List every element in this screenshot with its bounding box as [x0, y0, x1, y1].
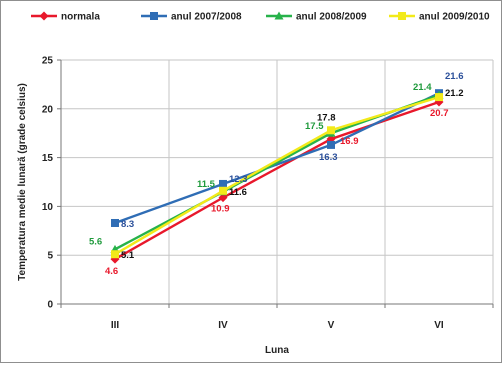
x-axis-ticks: III IV V VI — [111, 320, 444, 331]
legend-swatch-marker — [150, 12, 158, 20]
y-tick-label: 5 — [47, 251, 53, 262]
data-point-marker — [111, 218, 119, 227]
y-axis-ticks: 0 5 10 15 20 25 — [42, 56, 54, 311]
series-line-2 — [114, 92, 440, 225]
data-point-marker — [219, 179, 227, 188]
legend-item: anul 2008/2009 — [266, 11, 367, 23]
data-label: 21.4 — [413, 82, 432, 93]
data-label: 8.3 — [121, 219, 134, 230]
data-label: 16.3 — [319, 152, 338, 163]
series-markers — [110, 89, 444, 264]
data-label: 17.5 — [305, 121, 324, 132]
legend-item: anul 2009/2010 — [389, 12, 490, 23]
x-tick-label: IV — [218, 320, 228, 331]
series-line-4 — [114, 95, 440, 256]
legend-item: anul 2007/2008 — [141, 12, 242, 23]
legend-label: normala — [61, 12, 100, 23]
x-tick-label: V — [328, 320, 335, 331]
data-label: 21.2 — [445, 88, 464, 99]
data-label: 5.6 — [89, 236, 102, 247]
legend-swatch-marker — [39, 11, 49, 21]
data-label: 20.7 — [430, 108, 449, 119]
data-label: 4.6 — [105, 266, 118, 277]
data-label: 12.3 — [229, 174, 248, 185]
data-label: 16.9 — [340, 136, 359, 147]
data-labels: 4.6 10.9 16.9 20.7 8.3 12.3 16.3 21.6 5.6 11.5 17.… — [89, 71, 464, 277]
y-tick-label: 20 — [42, 104, 54, 115]
series-line-1 — [114, 100, 440, 261]
legend-item: normala — [31, 11, 100, 23]
x-tick-label: III — [111, 320, 120, 331]
data-point-marker — [327, 126, 335, 135]
data-point-marker — [435, 93, 443, 102]
x-axis-title: Luna — [265, 345, 289, 356]
data-label: 11.5 — [197, 179, 216, 190]
data-label: 17.8 — [317, 112, 336, 123]
legend-swatch-marker — [274, 11, 284, 20]
legend-label: anul 2008/2009 — [296, 12, 367, 23]
legend-swatch-marker — [398, 12, 406, 20]
y-axis-title: Temperatura medie lunară (grade celsius) — [17, 83, 28, 281]
data-point-marker — [111, 250, 119, 259]
data-point-marker — [327, 140, 335, 149]
data-label: 5.1 — [121, 250, 135, 261]
data-label: 21.6 — [445, 71, 464, 82]
gridlines — [61, 59, 494, 304]
y-tick-label: 15 — [42, 153, 54, 164]
legend-label: anul 2007/2008 — [171, 12, 242, 23]
data-point-marker — [218, 193, 228, 203]
data-label: 10.9 — [211, 204, 230, 215]
series-lines — [114, 92, 440, 261]
data-point-marker — [219, 186, 227, 195]
y-tick-label: 25 — [42, 56, 54, 67]
axes — [57, 59, 494, 308]
data-label: 11.6 — [229, 187, 247, 198]
legend-label: anul 2009/2010 — [419, 12, 490, 23]
legend: normala anul 2007/2008 anul 2008/2009 anul … — [31, 11, 490, 23]
x-tick-label: VI — [434, 320, 444, 331]
y-tick-label: 0 — [47, 300, 53, 311]
y-tick-label: 10 — [42, 202, 54, 213]
